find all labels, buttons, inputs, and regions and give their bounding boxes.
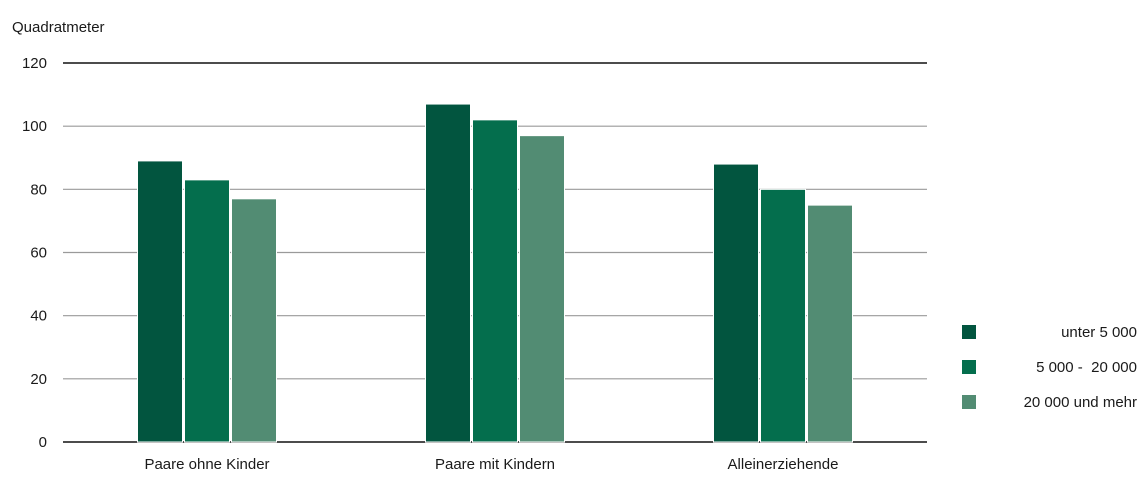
bar: [807, 204, 853, 443]
legend: unter 5 000 5 000 - 20 000 20 000 und mehr: [962, 324, 1137, 411]
y-axis-title: Quadratmeter: [12, 19, 105, 36]
y-tick-label: 60: [30, 245, 47, 262]
bar: [519, 135, 565, 443]
y-tick-label: 0: [39, 434, 47, 451]
x-tick-label: Paare ohne Kinder: [144, 456, 269, 473]
bar: [137, 160, 183, 443]
y-tick-labels: 0 20 40 60 80 100 120: [22, 55, 47, 451]
x-tick-labels: Paare ohne Kinder Paare mit Kindern Allein…: [144, 456, 838, 473]
legend-label: 5 000 - 20 000: [1036, 359, 1137, 376]
bar: [184, 179, 230, 443]
legend-label: unter 5 000: [1061, 324, 1137, 341]
bar: [231, 198, 277, 443]
legend-swatch: [962, 360, 976, 374]
y-tick-label: 40: [30, 308, 47, 325]
legend-swatch: [962, 395, 976, 409]
x-tick-label: Alleinerziehende: [728, 456, 839, 473]
bar: [425, 103, 471, 443]
bar: [472, 119, 518, 443]
legend-label: 20 000 und mehr: [1024, 394, 1137, 411]
y-tick-label: 80: [30, 181, 47, 198]
legend-swatch: [962, 325, 976, 339]
y-tick-label: 100: [22, 118, 47, 135]
bars: [137, 103, 853, 443]
bar: [713, 163, 759, 443]
y-tick-label: 20: [30, 371, 47, 388]
bar: [760, 188, 806, 443]
x-tick-label: Paare mit Kindern: [435, 456, 555, 473]
y-tick-label: 120: [22, 55, 47, 72]
